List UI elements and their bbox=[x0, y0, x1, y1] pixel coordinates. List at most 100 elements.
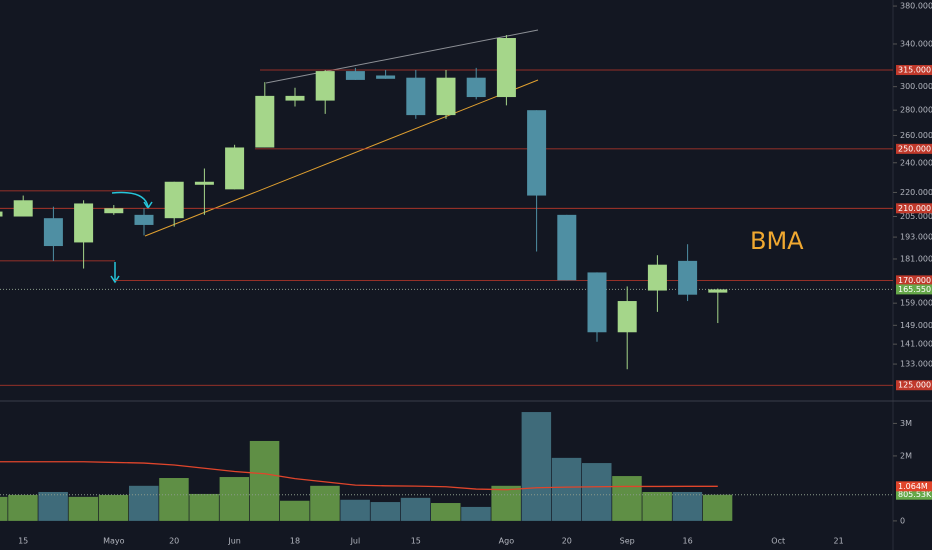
volume-bar bbox=[521, 412, 552, 521]
volume-bar bbox=[702, 494, 733, 521]
candle-body bbox=[255, 95, 275, 148]
arrow bbox=[111, 191, 149, 208]
y-tick-label: 141.000 bbox=[900, 340, 932, 349]
volume-bar bbox=[400, 497, 431, 521]
y-tick-label: 159.000 bbox=[900, 299, 932, 308]
y-tick-label: 240.000 bbox=[900, 158, 932, 167]
x-tick-label: 21 bbox=[834, 537, 844, 546]
y-tick-label: 380.000 bbox=[900, 2, 932, 11]
level-label-bg bbox=[896, 380, 932, 391]
candle-body bbox=[406, 77, 426, 116]
volume-bar bbox=[461, 506, 491, 521]
volume-bar bbox=[159, 478, 189, 521]
level-label-bg bbox=[896, 275, 932, 286]
volume-bar bbox=[491, 485, 521, 521]
candle-body bbox=[617, 301, 637, 333]
candle-body bbox=[134, 214, 154, 225]
volume-bar bbox=[249, 440, 280, 521]
y-tick-label: 340.000 bbox=[900, 39, 932, 48]
y-tick-label: 149.000 bbox=[900, 321, 932, 330]
y-tick-label: 193.000 bbox=[900, 233, 932, 242]
x-tick-label: 16 bbox=[683, 537, 693, 546]
volume-bar bbox=[8, 494, 38, 521]
last-price-label: 165.550 bbox=[898, 285, 931, 294]
candle-body bbox=[164, 181, 184, 219]
x-tick-label: 15 bbox=[411, 537, 421, 546]
candle-body bbox=[527, 110, 547, 196]
x-tick-label: Oct bbox=[771, 537, 785, 546]
last-volume-label: 805.53K bbox=[898, 490, 932, 499]
volume-bar bbox=[98, 494, 129, 521]
last-ma-label: 1.064M bbox=[898, 482, 928, 491]
x-tick-label: 20 bbox=[562, 537, 572, 546]
volume-bar bbox=[0, 496, 8, 521]
y-tick-label: 205.000 bbox=[900, 212, 932, 221]
x-tick-label: Jul bbox=[350, 537, 361, 546]
volume-bar bbox=[340, 499, 370, 521]
candle-body bbox=[13, 200, 33, 217]
level-label-bg bbox=[896, 203, 932, 214]
candle-body bbox=[74, 203, 94, 243]
level-label: 315.000 bbox=[898, 66, 931, 75]
volume-ma bbox=[0, 461, 718, 491]
volume-bar bbox=[68, 496, 99, 521]
candle-body bbox=[678, 260, 698, 295]
x-tick-label: Ago bbox=[499, 537, 515, 546]
volume-bar bbox=[642, 491, 672, 521]
volume-bar bbox=[582, 463, 612, 521]
candle-body bbox=[225, 147, 245, 190]
volume-bar bbox=[431, 503, 461, 521]
candle-body bbox=[496, 38, 516, 98]
candle-body bbox=[557, 214, 577, 281]
candle-body bbox=[0, 211, 3, 217]
level-label-bg bbox=[896, 143, 932, 154]
candle-body bbox=[43, 218, 63, 247]
level-label: 210.000 bbox=[898, 204, 931, 213]
volume-bar bbox=[310, 485, 340, 521]
candle-body bbox=[436, 77, 456, 116]
candle-body bbox=[647, 264, 667, 291]
level-label: 170.000 bbox=[898, 276, 931, 285]
y-tick-label: 133.000 bbox=[900, 360, 932, 369]
y-tick-label: 220.000 bbox=[900, 188, 932, 197]
candle-body bbox=[345, 71, 365, 80]
volume-bar bbox=[219, 477, 250, 521]
volume-bar bbox=[612, 476, 642, 521]
y-tick-label: 260.000 bbox=[900, 131, 932, 140]
candle-body bbox=[376, 75, 396, 79]
y-tick-label: 3M bbox=[900, 419, 912, 428]
candle-body bbox=[708, 289, 728, 293]
y-tick-label: 300.000 bbox=[900, 82, 932, 91]
candle-body bbox=[587, 272, 607, 333]
trend-line bbox=[144, 79, 539, 237]
candle-body bbox=[285, 95, 305, 101]
y-tick-label: 181.000 bbox=[900, 254, 932, 263]
candle-body bbox=[315, 71, 335, 101]
volume-bar bbox=[370, 502, 401, 521]
level-label: 250.000 bbox=[898, 144, 931, 153]
y-tick-label: 0 bbox=[900, 516, 905, 525]
last-price-bg bbox=[896, 284, 932, 295]
candle-body bbox=[194, 181, 214, 185]
y-tick-label: 2M bbox=[900, 451, 912, 460]
last-volume-bg bbox=[896, 489, 932, 500]
level-label-bg bbox=[896, 65, 932, 76]
arrow-head bbox=[110, 275, 120, 284]
candle-body bbox=[466, 77, 486, 98]
volume-bar bbox=[551, 457, 582, 521]
x-tick-label: Jun bbox=[227, 537, 241, 546]
level-label: 125.000 bbox=[898, 381, 931, 390]
x-tick-label: Mayo bbox=[103, 537, 125, 546]
y-tick-label: 280.000 bbox=[900, 106, 932, 115]
x-tick-label: 15 bbox=[18, 537, 28, 546]
annotation: BMA bbox=[750, 227, 804, 255]
volume-bar bbox=[38, 491, 68, 521]
x-tick-label: Sep bbox=[620, 537, 635, 546]
last-ma-bg bbox=[896, 481, 932, 492]
volume-bar bbox=[189, 493, 219, 521]
volume-bar bbox=[280, 500, 310, 521]
candle-body bbox=[104, 208, 124, 214]
volume-bar bbox=[129, 485, 159, 521]
volume-bar bbox=[672, 491, 703, 521]
